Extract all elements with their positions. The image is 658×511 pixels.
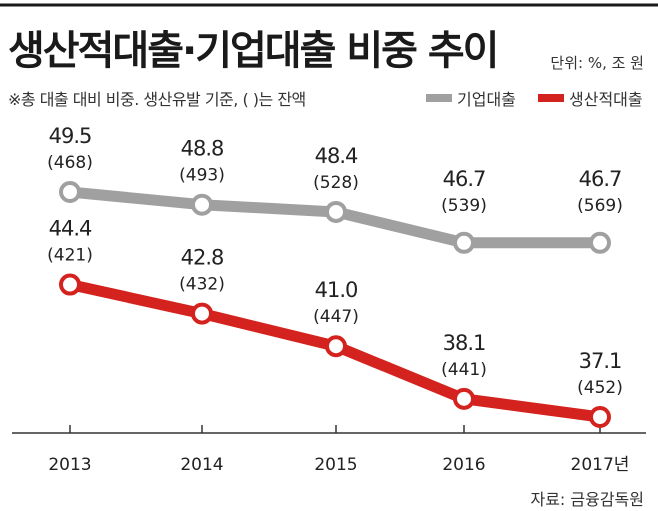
unit-label: 단위: %, 조 원 [550, 54, 644, 72]
source-credit: 자료: 금융감독원 [530, 490, 644, 509]
balance-label-corporate-loans: (569) [577, 196, 623, 216]
balance-label-corporate-loans: (539) [441, 196, 487, 216]
data-point-productive-loans [453, 387, 475, 410]
data-point-corporate-loans [59, 181, 81, 203]
balance-label-productive-loans: (421) [47, 246, 93, 266]
balance-label-productive-loans: (452) [577, 378, 623, 398]
data-label-corporate-loans: 48.8 [181, 137, 224, 161]
data-point-productive-loans [325, 335, 347, 358]
data-label-corporate-loans: 46.7 [443, 167, 486, 191]
data-point-corporate-loans [589, 231, 611, 254]
data-label-productive-loans: 37.1 [579, 349, 622, 373]
balance-label-corporate-loans: (528) [313, 173, 359, 193]
legend-item-productive-loans: 생산적대출 [538, 86, 643, 110]
legend-item-corporate-loans: 기업대출 [426, 86, 516, 110]
chart-note: ※총 대출 대비 비중. 생산유발 기준, ( )는 잔액 [8, 90, 306, 109]
balance-label-corporate-loans: (468) [47, 153, 93, 173]
data-label-corporate-loans: 46.7 [579, 167, 622, 191]
balance-label-productive-loans: (432) [179, 275, 225, 295]
legend-label-corporate-loans: 기업대출 [457, 90, 516, 109]
data-label-corporate-loans: 48.4 [315, 144, 358, 168]
x-tick-label: 2017년 [571, 455, 630, 475]
data-point-corporate-loans [191, 193, 213, 216]
x-tick-label: 2013 [48, 455, 91, 475]
data-label-productive-loans: 41.0 [315, 278, 358, 302]
balance-label-corporate-loans: (493) [179, 166, 225, 186]
x-tick-label: 2015 [314, 455, 357, 475]
data-label-productive-loans: 44.4 [49, 217, 92, 241]
balance-label-productive-loans: (441) [441, 360, 487, 380]
chart-title: 생산적대출·기업대출 비중 추이 [8, 28, 499, 74]
legend-label-productive-loans: 생산적대출 [569, 90, 643, 109]
data-point-productive-loans [589, 406, 611, 428]
data-label-productive-loans: 42.8 [181, 246, 224, 270]
x-tick-label: 2016 [442, 455, 485, 475]
data-point-productive-loans [59, 273, 81, 296]
data-point-corporate-loans [453, 231, 475, 254]
legend-swatch-corporate-loans [426, 94, 452, 102]
data-label-productive-loans: 38.1 [443, 331, 486, 355]
data-point-corporate-loans [325, 200, 347, 223]
x-tick-label: 2014 [180, 455, 223, 475]
data-label-corporate-loans: 49.5 [49, 124, 92, 148]
data-point-productive-loans [191, 302, 213, 325]
legend-swatch-productive-loans [538, 94, 564, 102]
balance-label-productive-loans: (447) [313, 307, 359, 327]
